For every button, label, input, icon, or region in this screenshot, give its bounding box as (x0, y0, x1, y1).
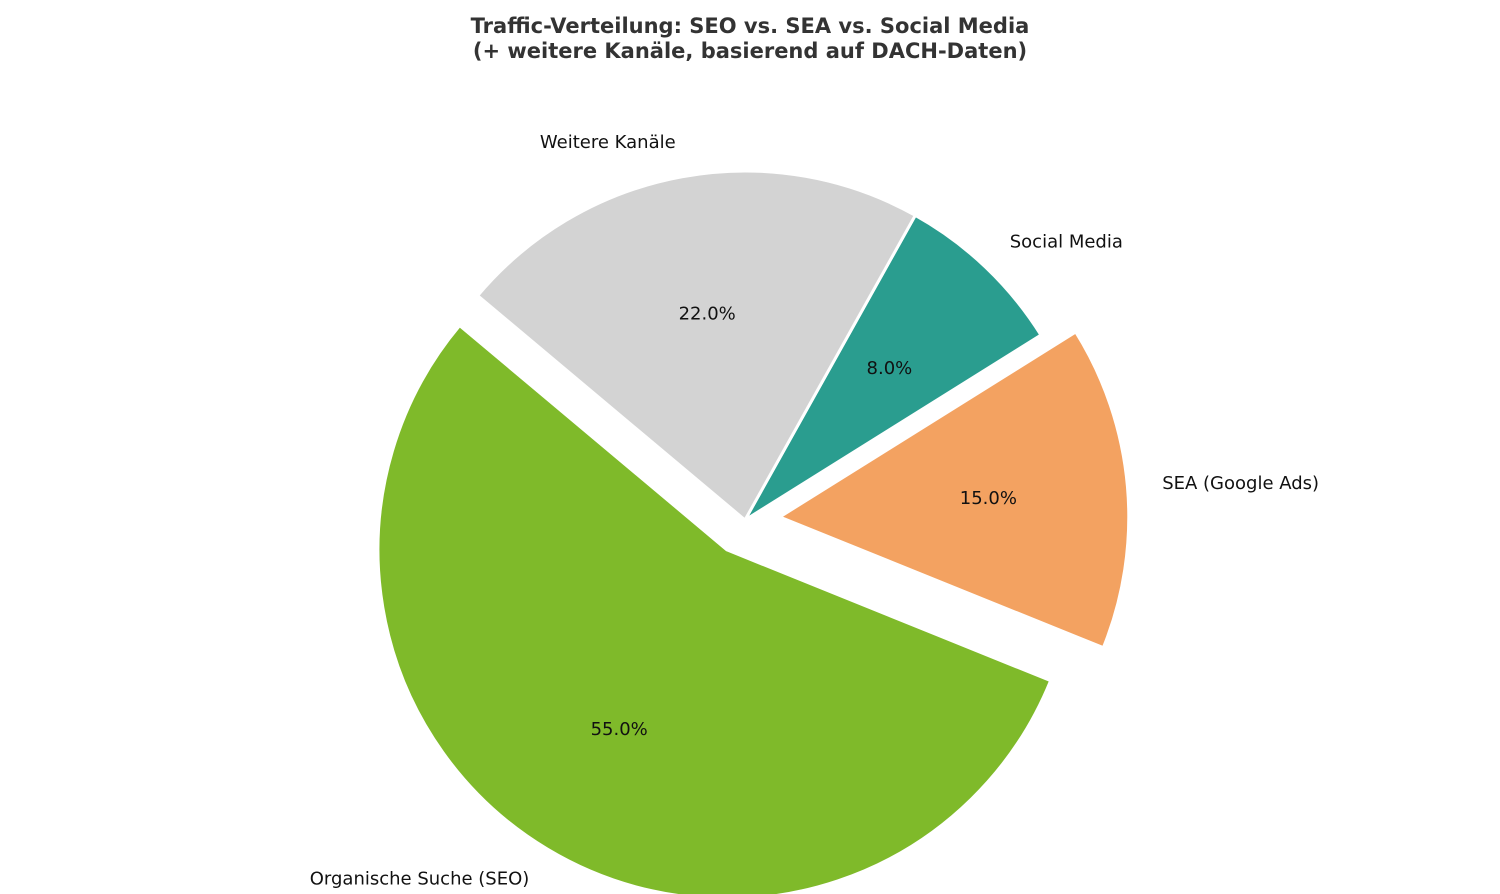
pie-percent-label: 22.0% (679, 304, 736, 325)
pie-percent-label: 55.0% (591, 719, 648, 740)
pie-category-label: Social Media (1010, 231, 1123, 252)
pie-category-label: Organische Suche (SEO) (310, 868, 530, 889)
pie-category-label: SEA (Google Ads) (1162, 473, 1319, 494)
pie-slice-2 (743, 213, 1043, 522)
chart-title-line: Traffic-Verteilung: SEO vs. SEA vs. Soci… (470, 14, 1030, 38)
pie-labels: 55.0% Organische Suche (SEO) 15.0% SEA (Goo… (310, 132, 1319, 890)
pie-slice-3 (476, 169, 917, 522)
pie-percent-label: 15.0% (960, 488, 1017, 509)
pie-percent-label: 8.0% (867, 358, 913, 379)
pie-category-label: Weitere Kanäle (540, 132, 676, 153)
chart-title: Traffic-Verteilung: SEO vs. SEA vs. Soci… (0, 14, 1500, 64)
chart-subtitle-line: (+ weitere Kanäle, basierend auf DACH-Da… (472, 39, 1028, 63)
pie-slice-1 (778, 330, 1131, 650)
pie-slice-0 (376, 324, 1053, 894)
pie-slices (376, 169, 1131, 894)
